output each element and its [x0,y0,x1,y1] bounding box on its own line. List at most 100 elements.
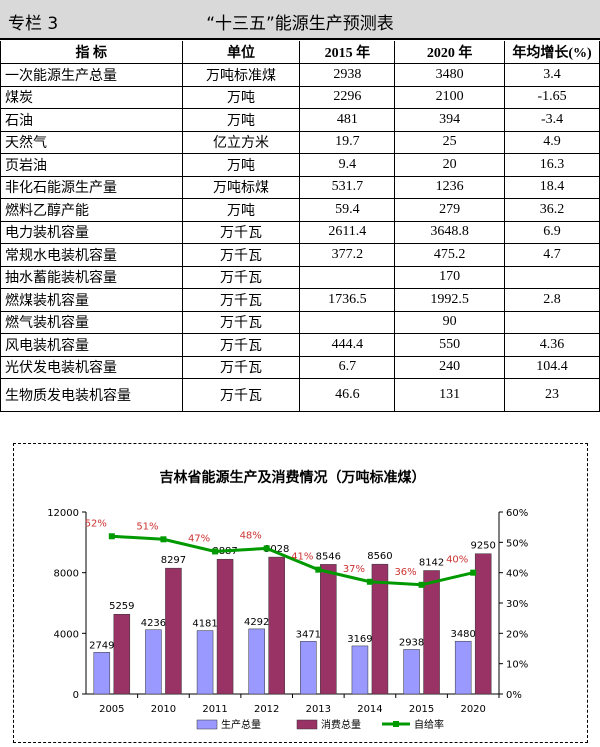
unit-cell: 万千瓦 [181,265,301,289]
legend-marker-ratio [393,721,399,727]
legend-label-consumption: 消费总量 [321,718,361,731]
growth-cell: 36.2 [504,198,600,222]
row-name-cell: 石油 [0,108,183,132]
header-band: 专栏 3 “十三五”能源生产预测表 [0,0,600,40]
unit-cell: 万千瓦 [181,333,301,357]
self-sufficiency-point [108,533,115,540]
row-name-cell: 天然气 [0,130,183,154]
table-row: 一次能源生产总量 万吨标准煤 2938 3480 3.4 [0,63,600,87]
self-sufficiency-point [315,566,322,573]
value-2015-cell: 1736.5 [299,288,396,312]
unit-cell: 万千瓦 [181,288,301,312]
value-2015-cell: 59.4 [299,198,396,222]
row-name-cell: 常规水电装机容量 [0,243,183,267]
row-name-cell: 风电装机容量 [0,333,183,357]
consumption-bar [216,558,234,695]
table-row: 石油 万吨 481 394 -3.4 [0,108,600,132]
unit-cell: 万千瓦 [181,355,301,379]
column-header-unit: 单位 [181,41,301,64]
growth-cell: 16.3 [504,153,600,177]
value-2020-cell: 3648.8 [394,220,506,244]
growth-cell: 4.9 [504,130,600,154]
production-bar [248,628,265,695]
consumption-data-label: 8560 [367,551,392,562]
value-2015-cell: 2938 [299,63,396,87]
self-sufficiency-label: 36% [394,567,416,578]
legend-label-production: 生产总量 [221,718,261,731]
self-sufficiency-point [366,578,373,585]
value-2020-cell: 90 [394,310,506,334]
consumption-data-label: 9028 [264,544,289,555]
row-name-cell: 页岩油 [0,153,183,177]
value-2020-cell: 20 [394,153,506,177]
forecast-table: 指 标 单位 2015 年 2020 年 年均增长(%) 一次能源生产总量 万吨标… [0,41,600,412]
unit-cell: 万千瓦 [181,310,301,334]
table-row: 燃气装机容量 万千瓦 90 [0,310,600,334]
right-tick-label: 30% [506,599,528,610]
consumption-data-label: 8546 [316,551,341,562]
left-tick-label: 4000 [54,629,79,640]
production-data-label: 4292 [244,617,269,628]
production-bar [454,640,472,695]
growth-cell: 3.4 [504,63,600,87]
consumption-bar [268,556,285,695]
production-data-label: 3471 [296,629,321,640]
row-name-cell: 燃气装机容量 [0,310,183,334]
column-header-2020: 2020 年 [394,41,506,64]
consumption-bar [113,613,131,695]
table-row: 天然气 亿立方米 19.7 25 4.9 [0,130,600,154]
self-sufficiency-point [160,536,167,543]
consumption-bar [165,567,182,695]
x-tick-label: 2015 [409,704,434,715]
right-tick-label: 50% [506,538,528,549]
self-sufficiency-point [263,545,270,552]
value-2015-cell: 19.7 [299,130,396,154]
production-bar [300,641,317,695]
value-2015-cell: 481 [299,108,396,132]
self-sufficiency-label: 52% [85,518,107,529]
production-data-label: 3169 [347,634,372,645]
unit-cell: 万千瓦 [181,378,301,412]
chart-title: 吉林省能源生产及消费情况（万吨标准煤） [160,469,426,486]
value-2020-cell: 279 [394,198,506,222]
production-bar [145,629,162,695]
value-2015-cell: 2296 [299,85,396,109]
table-row: 风电装机容量 万千瓦 444.4 550 4.36 [0,333,600,357]
left-tick-label: 12000 [47,508,79,519]
self-sufficiency-label: 37% [343,564,365,575]
row-name-cell: 煤炭 [0,85,183,109]
energy-chart: 吉林省能源生产及消费情况（万吨标准煤） 0 4000 8000 12000 0% 10% 20… [47,469,528,731]
consumption-data-label: 8142 [419,558,444,569]
production-data-label: 2938 [399,637,424,648]
self-sufficiency-line [111,534,474,587]
self-sufficiency-label: 40% [446,555,468,566]
unit-cell: 亿立方米 [181,130,301,154]
growth-cell [504,310,600,334]
self-sufficiency-point [470,569,477,576]
row-name-cell: 电力装机容量 [0,220,183,244]
self-sufficiency-label: 47% [188,533,210,544]
value-2020-cell: 3480 [394,63,506,87]
value-2020-cell: 25 [394,130,506,154]
row-name-cell: 燃煤装机容量 [0,288,183,312]
growth-cell: 2.8 [504,288,600,312]
unit-cell: 万吨标煤 [181,175,301,199]
chart-frame: 吉林省能源生产及消费情况（万吨标准煤） 0 4000 8000 12000 0% 10% 20… [13,443,588,743]
growth-cell [504,265,600,289]
value-2020-cell: 550 [394,333,506,357]
value-2020-cell: 131 [394,378,506,412]
row-name-cell: 抽水蓄能装机容量 [0,265,183,289]
self-sufficiency-point [418,581,425,588]
production-bar [196,630,214,695]
growth-cell: 18.4 [504,175,600,199]
growth-cell: 6.9 [504,220,600,244]
production-data-label: 4181 [192,619,217,630]
row-name-cell: 非化石能源生产量 [0,175,183,199]
consumption-data-label: 8297 [161,555,186,566]
table-row: 页岩油 万吨 9.4 20 16.3 [0,153,600,177]
x-tick-label: 2013 [306,704,331,715]
self-sufficiency-label: 41% [291,552,313,563]
consumption-data-label: 5259 [109,601,134,612]
production-bar [351,645,369,695]
right-tick-label: 20% [506,629,528,640]
